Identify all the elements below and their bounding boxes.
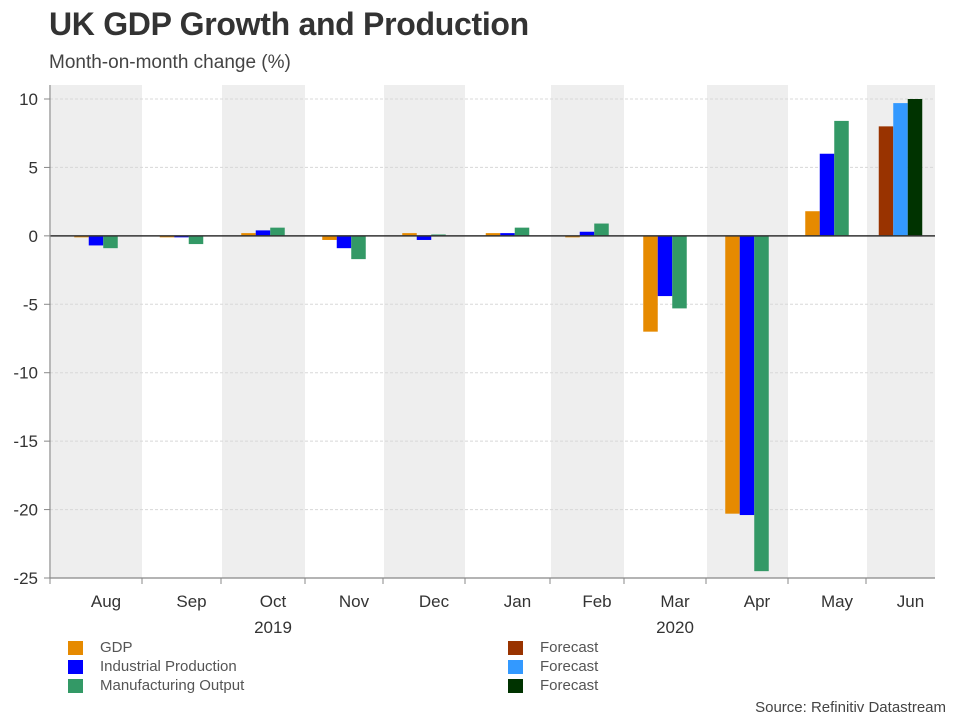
x-tick-label-may: May bbox=[821, 592, 854, 611]
bar-industrial-production-may bbox=[819, 153, 835, 236]
x-tick-label-nov: Nov bbox=[339, 592, 370, 611]
bar-gdp-nov bbox=[322, 235, 337, 240]
x-tick-label-dec: Dec bbox=[419, 592, 450, 611]
legend-label: Forecast bbox=[540, 639, 599, 656]
legend-swatch bbox=[508, 640, 523, 655]
legend-item: Forecast bbox=[490, 638, 598, 657]
x-tick-label-feb: Feb bbox=[582, 592, 611, 611]
legend-item: Forecast bbox=[490, 676, 598, 695]
x-tick-label-jan: Jan bbox=[504, 592, 531, 611]
legend-item: Forecast bbox=[490, 657, 598, 676]
band-aug bbox=[51, 85, 142, 578]
legend-swatch bbox=[68, 678, 83, 693]
legend-right: Forecast Forecast Forecast bbox=[490, 638, 598, 695]
legend-swatch bbox=[68, 640, 83, 655]
bar-forecast-jun bbox=[907, 99, 923, 236]
bar-gdp-oct bbox=[241, 233, 256, 236]
y-tick-label: -5 bbox=[23, 295, 38, 314]
chart-subtitle: Month-on-month change (%) bbox=[49, 52, 291, 73]
year-label-2019: 2019 bbox=[254, 618, 292, 637]
bar-gdp-dec bbox=[402, 233, 417, 236]
band-feb bbox=[551, 85, 624, 578]
legend-swatch bbox=[508, 678, 523, 693]
y-tick-label: -10 bbox=[13, 364, 38, 383]
bar-manufacturing-output-jan bbox=[514, 227, 530, 236]
y-tick-label: 10 bbox=[19, 90, 38, 109]
band-dec bbox=[384, 85, 465, 578]
bar-industrial-production-apr bbox=[739, 235, 755, 516]
legend-label: Forecast bbox=[540, 658, 599, 675]
bar-manufacturing-output-feb bbox=[594, 223, 609, 236]
chart-title: UK GDP Growth and Production bbox=[49, 6, 529, 42]
bar-industrial-production-jan bbox=[500, 233, 515, 236]
bar-gdp-apr bbox=[725, 235, 740, 514]
bar-gdp-may bbox=[805, 211, 820, 236]
y-tick-label: -25 bbox=[13, 569, 38, 588]
y-tick-label: -20 bbox=[13, 501, 38, 520]
bar-industrial-production-dec bbox=[416, 235, 432, 240]
x-tick-label-aug: Aug bbox=[91, 592, 121, 611]
y-tick-label: 5 bbox=[29, 158, 38, 177]
bar-industrial-production-feb bbox=[579, 231, 595, 236]
x-tick-label-jun: Jun bbox=[897, 592, 924, 611]
bar-manufacturing-output-nov bbox=[351, 235, 366, 260]
bar-manufacturing-output-may bbox=[834, 120, 849, 236]
legend-left: GDP Industrial Production Manufacturing Ou… bbox=[50, 638, 244, 695]
legend-item: Industrial Production bbox=[50, 657, 244, 676]
legend-label: GDP bbox=[100, 639, 133, 656]
legend-swatch bbox=[68, 659, 83, 674]
legend-item: GDP bbox=[50, 638, 244, 657]
bar-industrial-production-mar bbox=[657, 235, 673, 297]
bar-industrial-production-oct bbox=[255, 230, 271, 236]
bar-forecast-jun bbox=[878, 126, 894, 236]
band-oct bbox=[222, 85, 305, 578]
y-tick-label: 0 bbox=[29, 227, 38, 246]
bar-industrial-production-aug bbox=[88, 235, 104, 246]
bar-manufacturing-output-mar bbox=[672, 235, 687, 309]
bar-industrial-production-nov bbox=[336, 235, 352, 249]
legend-label: Forecast bbox=[540, 677, 599, 694]
x-tick-label-mar: Mar bbox=[660, 592, 690, 611]
bar-gdp-jan bbox=[485, 233, 501, 236]
bar-gdp-mar bbox=[643, 235, 658, 332]
x-tick-label-apr: Apr bbox=[744, 592, 771, 611]
bar-manufacturing-output-apr bbox=[754, 235, 769, 572]
bar-manufacturing-output-aug bbox=[103, 235, 118, 249]
legend-label: Industrial Production bbox=[100, 658, 237, 675]
legend-swatch bbox=[508, 659, 523, 674]
bar-forecast-jun bbox=[893, 103, 908, 236]
bar-manufacturing-output-sep bbox=[188, 235, 204, 245]
legend-item: Manufacturing Output bbox=[50, 676, 244, 695]
year-label-2020: 2020 bbox=[656, 618, 694, 637]
x-tick-label-oct: Oct bbox=[260, 592, 287, 611]
x-tick-label-sep: Sep bbox=[176, 592, 206, 611]
source-note: Source: Refinitiv Datastream bbox=[755, 699, 946, 716]
bar-manufacturing-output-oct bbox=[270, 227, 285, 236]
y-tick-label: -15 bbox=[13, 432, 38, 451]
legend-label: Manufacturing Output bbox=[100, 677, 245, 694]
